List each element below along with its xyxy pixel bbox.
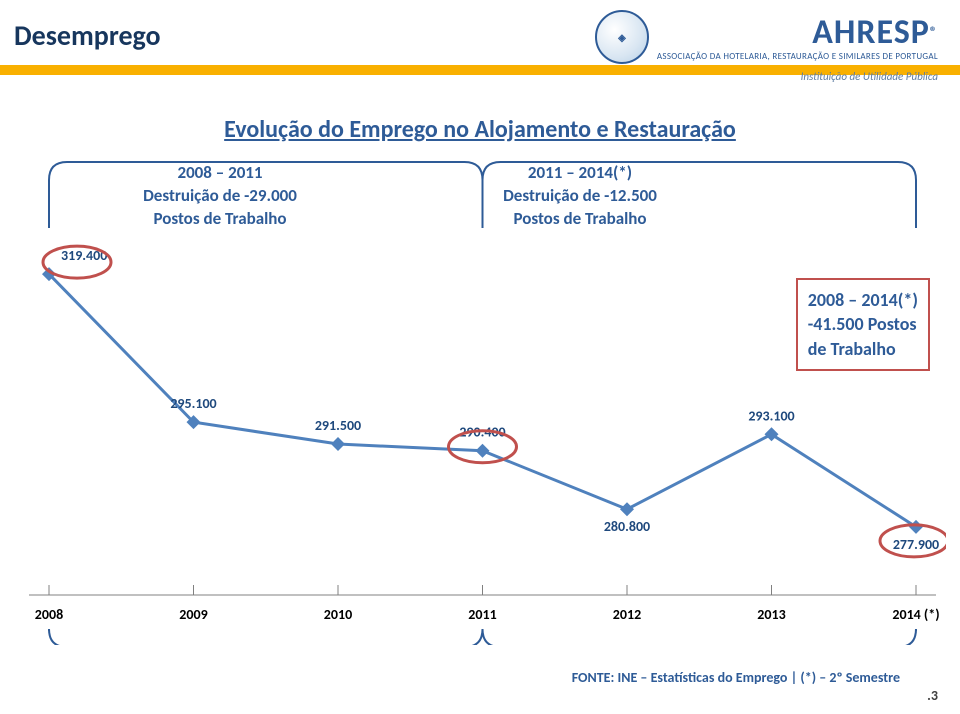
chart-title: Evolução do Emprego no Alojamento e Rest… [0, 115, 960, 144]
svg-text:2008: 2008 [35, 606, 63, 623]
logo-subline2: Instituição de Utilidade Pública [558, 70, 938, 83]
logo-name: AHRESP [812, 12, 930, 53]
logo-subline: ASSOCIAÇÃO DA HOTELARIA, RESTAURAÇÃO E S… [657, 51, 938, 62]
logo-text-wrap: AHRESP® ASSOCIAÇÃO DA HOTELARIA, RESTAUR… [657, 12, 938, 62]
svg-text:2014 (*): 2014 (*) [892, 606, 939, 623]
svg-text:2012: 2012 [613, 606, 641, 623]
source-note: FONTE: INE – Estatísticas do Emprego | (… [572, 669, 900, 686]
svg-text:280.800: 280.800 [604, 518, 650, 535]
logo-emblem-icon: ◈ [595, 10, 649, 64]
line-chart: 2008200920102011201220132014 (*)319.4002… [14, 150, 946, 645]
svg-text:277.900: 277.900 [893, 536, 939, 553]
logo-block: ◈ AHRESP® ASSOCIAÇÃO DA HOTELARIA, RESTA… [558, 10, 938, 83]
chart-svg: 2008200920102011201220132014 (*)319.4002… [14, 150, 946, 645]
svg-text:2009: 2009 [179, 606, 207, 623]
svg-text:2011: 2011 [468, 606, 496, 623]
slide: Desemprego ◈ AHRESP® ASSOCIAÇÃO DA HOTEL… [0, 0, 960, 714]
page-number: .3 [927, 687, 938, 704]
section-title: Desemprego [14, 18, 161, 53]
svg-text:291.500: 291.500 [315, 417, 361, 434]
registered-icon: ® [930, 24, 938, 41]
svg-text:293.100: 293.100 [748, 407, 794, 424]
svg-text:295.100: 295.100 [170, 395, 216, 412]
svg-text:2010: 2010 [324, 606, 352, 623]
svg-text:2013: 2013 [757, 606, 785, 623]
section-title-container: Desemprego [14, 18, 161, 53]
logo-row: ◈ AHRESP® ASSOCIAÇÃO DA HOTELARIA, RESTA… [558, 10, 938, 64]
